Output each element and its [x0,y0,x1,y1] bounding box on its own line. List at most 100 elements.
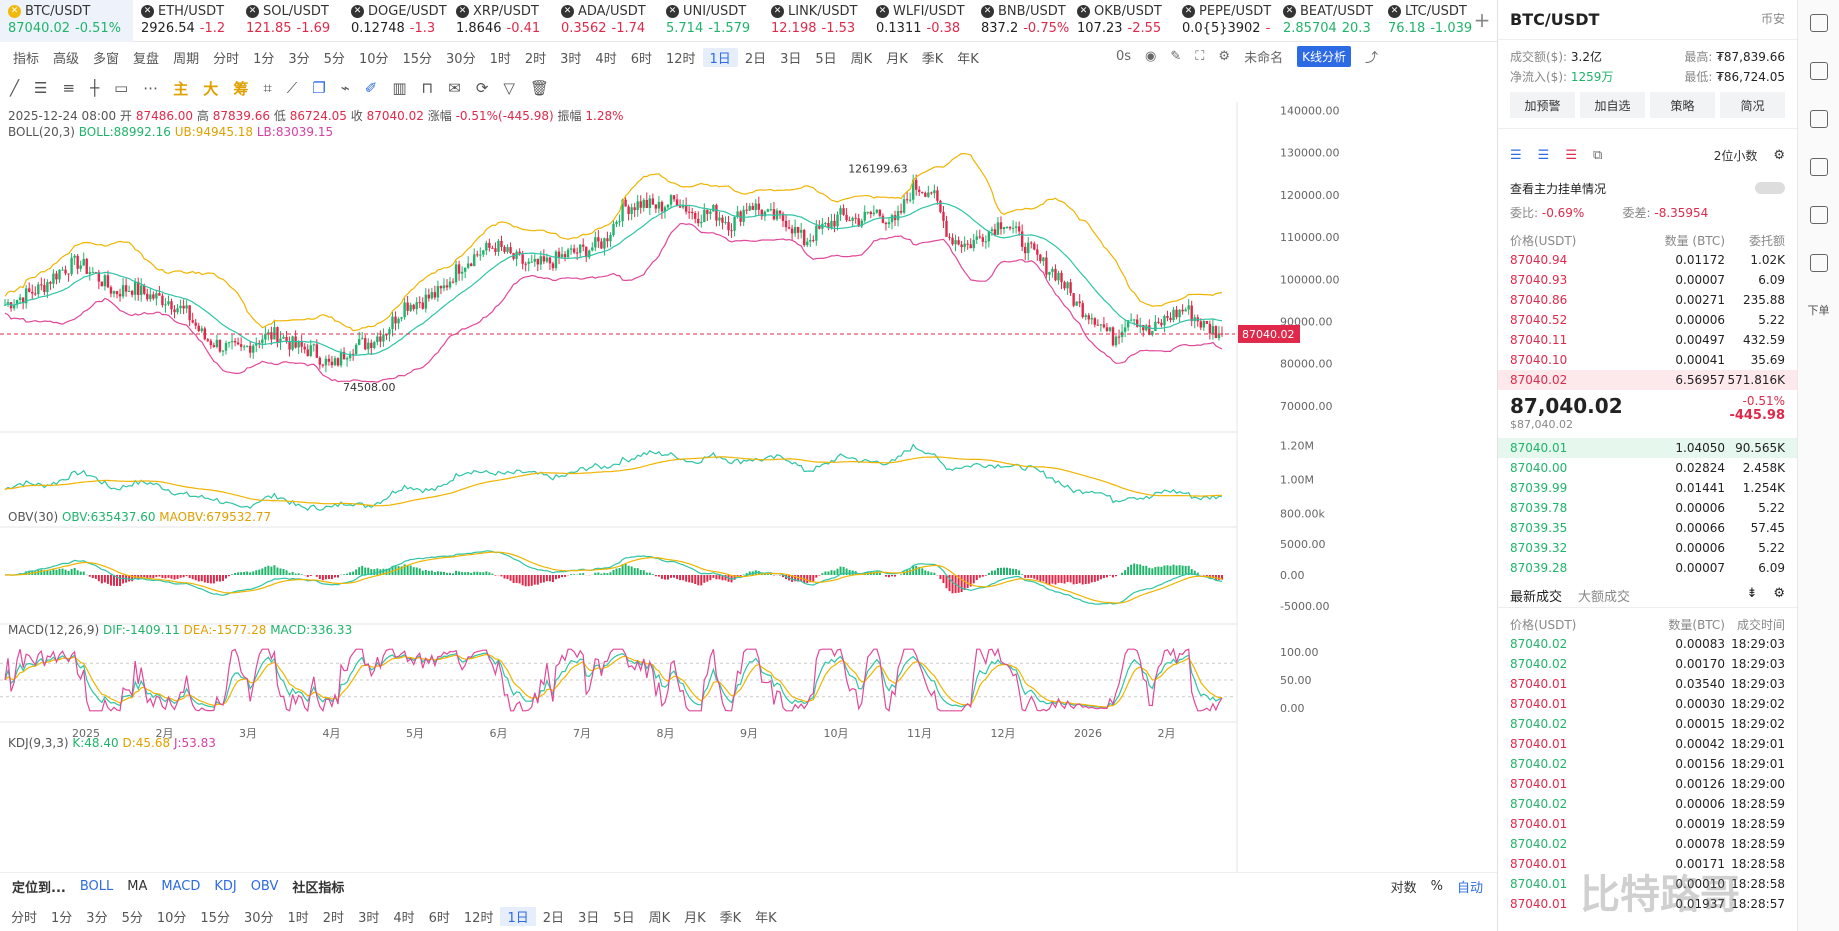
gear-icon[interactable]: ⚙ [1773,148,1785,163]
hline-tool-icon[interactable]: ☰ [34,79,48,97]
toolbar-item[interactable]: 3时 [560,51,582,67]
toolbar-item[interactable]: 1日 [702,47,738,67]
orderbook-row[interactable]: 87040.93 0.00007 6.09 [1510,273,1785,287]
action-button[interactable]: 加自选 [1580,92,1645,118]
orderbook-row[interactable]: 87039.78 0.00006 5.22 [1510,501,1785,515]
toolbar-item[interactable]: 1时 [489,51,511,67]
toolbar-item[interactable]: 30分 [446,51,476,67]
orderbook-pop-icon[interactable]: ⧉ [1592,148,1603,163]
orderbook-row[interactable]: 87039.99 0.01441 1.254K [1510,481,1785,495]
ticker-9[interactable]: ✕ BNB/USDT 837.2 -0.75% [973,0,1069,42]
boll-tab[interactable]: BOLL [79,879,114,894]
filter-icon[interactable]: ▽ [503,79,515,97]
toolbar-item[interactable]: 高级 [53,51,80,67]
toolbar-item[interactable]: 10分 [358,51,389,67]
community-indicator[interactable]: 社区指标 [292,881,345,896]
chat-icon[interactable] [1809,14,1828,32]
ticker-8[interactable]: ✕ WLFI/USDT 0.1311 -0.38 [868,0,973,42]
period-item[interactable]: 3时 [358,911,380,926]
toolbar-item[interactable]: 分时 [213,51,240,67]
toolbar-item[interactable]: 15分 [402,51,433,67]
period-item[interactable]: 月K [684,911,706,926]
pen-icon[interactable]: ✎ [1170,49,1182,64]
orderbook-row[interactable]: 87040.11 0.00497 432.59 [1510,333,1785,347]
toolbar-item[interactable]: 2日 [744,51,767,67]
copy-icon[interactable]: ❐ [312,79,326,97]
log-toggle[interactable]: 对数 [1390,881,1417,896]
draw-icon[interactable]: ✐ [364,79,378,97]
action-button[interactable]: 简况 [1720,92,1785,118]
ticker-10[interactable]: ✕ OKB/USDT 107.23 -2.55 [1069,0,1174,42]
ticker-2[interactable]: ✕ SOL/USDT 121.85 -1.69 [238,0,343,42]
period-item[interactable]: 12时 [463,911,494,926]
period-item[interactable]: 1日 [500,907,536,926]
obv-info[interactable]: OBV(30) OBV:635437.60 MAOBV:679532.77 [8,510,272,524]
boll-info[interactable]: BOLL(20,3) BOLL:88992.16 UB:94945.18 LB:… [8,125,334,139]
fullscreen-icon[interactable]: ⛶ [1195,49,1205,64]
toolbar-item[interactable]: 周K [850,51,873,67]
depth-link[interactable]: 查看主力挂单情况 [1510,181,1607,196]
orderbook-row[interactable]: 87040.10 0.00041 35.69 [1510,353,1785,367]
chart-icon[interactable] [1809,158,1828,176]
depth-toggle[interactable] [1755,182,1785,194]
orderbook-row[interactable]: 87040.01 1.04050 90.565K [1498,438,1797,458]
camera-icon[interactable]: ◉ [1145,49,1157,64]
share-icon[interactable]: ⤴ [1364,51,1378,66]
period-item[interactable]: 年K [755,911,777,926]
orderbook-row[interactable]: 87040.94 0.01172 1.02K [1510,253,1785,267]
ma-tab[interactable]: MA [127,879,148,894]
decimals-select[interactable]: 2位小数 [1713,149,1758,163]
orderbook-row[interactable]: 87039.32 0.00006 5.22 [1510,541,1785,555]
period-item[interactable]: 1时 [287,911,309,926]
kline-chart[interactable]: 140000.00 130000.00 120000.00 110000.00 1000… [0,102,1497,872]
seconds-label[interactable]: 0s [1116,49,1132,64]
brush-icon[interactable]: ⟳ [475,79,489,97]
toolbar-item[interactable]: 6时 [630,51,652,67]
layout-name[interactable]: 未命名 [1244,51,1284,66]
orderbook-row[interactable]: 87039.35 0.00066 57.45 [1510,521,1785,535]
toolbar-item[interactable]: 多窗 [93,51,120,67]
period-item[interactable]: 2时 [322,911,345,926]
toolbar-item[interactable]: 1分 [253,51,275,67]
ticker-7[interactable]: ✕ LINK/USDT 12.198 -1.53 [763,0,868,42]
toolbar-item[interactable]: 年K [957,51,979,67]
period-item[interactable]: 3分 [86,911,108,926]
compare-icon[interactable]: ⌗ [263,79,272,97]
ticker-11[interactable]: ✕ PEPE/USDT 0.0{5}3902- [1174,0,1275,42]
line-tool-icon[interactable]: ╱ [10,79,20,97]
action-button[interactable]: 加预警 [1510,92,1575,118]
obv-tab[interactable]: OBV [250,879,279,894]
wallet-icon[interactable] [1809,254,1828,272]
period-item[interactable]: 6时 [428,911,450,926]
toolbar-item[interactable]: 2时 [524,51,547,67]
action-button[interactable]: 策略 [1650,92,1715,118]
settings-icon[interactable]: ⚙ [1218,49,1231,64]
orderbook-row[interactable]: 87039.28 0.00007 6.09 [1510,561,1785,575]
bar-icon[interactable] [1809,206,1828,224]
period-item[interactable]: 分时 [11,911,38,926]
ticker-3[interactable]: ✕ DOGE/USDT 0.12748 -1.3 [343,0,448,42]
orderbook-bids-icon[interactable]: ☰ [1537,148,1550,163]
trade-gear-icon[interactable]: ⚙ [1773,586,1785,601]
toolbar-item[interactable]: 季K [921,51,944,67]
auto-toggle[interactable]: 自动 [1456,881,1483,896]
period-item[interactable]: 1分 [51,911,73,926]
period-item[interactable]: 周K [648,911,671,926]
pct-toggle[interactable]: % [1430,879,1443,894]
channel-tool-icon[interactable]: ≡ [62,79,76,97]
filter-icon[interactable]: ⇟ [1746,586,1758,601]
period-item[interactable]: 15分 [200,911,230,926]
ticker-5[interactable]: ✕ ADA/USDT 0.3562 -1.74 [553,0,658,42]
note-icon[interactable]: ✉ [448,79,461,97]
period-item[interactable]: 2日 [542,911,565,926]
kdj-info[interactable]: KDJ(9,3,3) K:48.40 D:45.68 J:53.83 [8,736,216,750]
chip-button[interactable]: 筹 [233,79,249,98]
macd-info[interactable]: MACD(12,26,9) DIF:-1409.11 DEA:-1577.28 … [8,623,353,637]
trash-icon[interactable]: 🗑 [529,79,550,97]
macd-tab[interactable]: MACD [161,879,201,894]
tab-large-trades[interactable]: 大额成交 [1578,590,1631,605]
list-icon[interactable] [1809,110,1828,128]
period-item[interactable]: 4时 [393,911,415,926]
toolbar-item[interactable]: 3分 [288,51,310,67]
toolbar-item[interactable]: 3日 [780,51,802,67]
